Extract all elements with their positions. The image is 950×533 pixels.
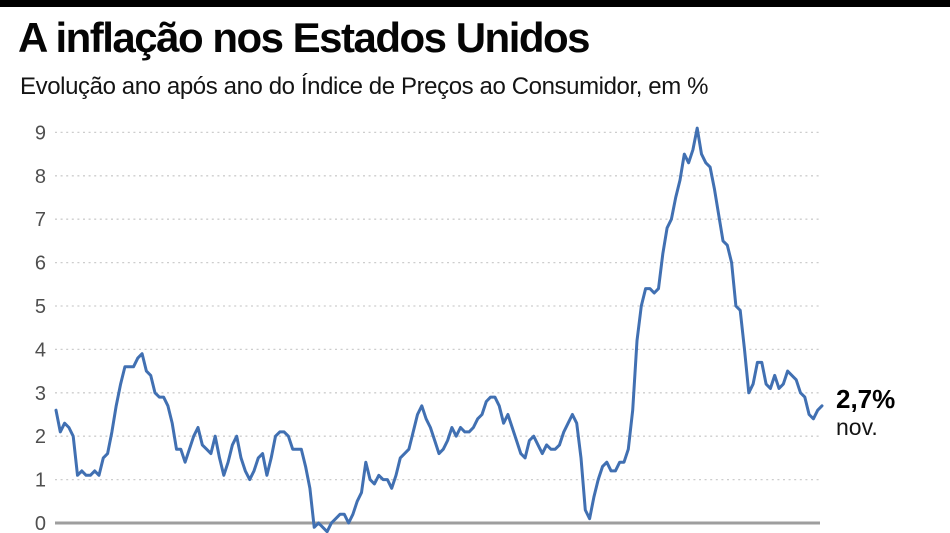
y-tick-label: 1	[35, 470, 46, 492]
y-tick-label: 8	[35, 166, 46, 188]
page-subtitle: Evolução ano após ano do Índice de Preço…	[20, 73, 709, 100]
last-value-annotation: 2,7% nov.	[836, 385, 895, 440]
y-tick-label: 5	[35, 296, 46, 318]
y-tick-label: 7	[35, 209, 46, 231]
y-tick-label: 2	[35, 426, 46, 448]
inflation-line	[54, 126, 824, 533]
last-value-month: nov.	[836, 414, 878, 441]
y-tick-label: 0	[35, 513, 46, 533]
y-tick-label: 6	[35, 253, 46, 275]
last-value-label: 2,7%	[836, 384, 896, 414]
page-title: A inflação nos Estados Unidos	[18, 14, 591, 61]
y-tick-label: 4	[35, 339, 46, 361]
top-accent-bar	[0, 0, 950, 7]
y-tick-label: 3	[35, 383, 46, 405]
y-tick-label: 9	[35, 122, 46, 144]
